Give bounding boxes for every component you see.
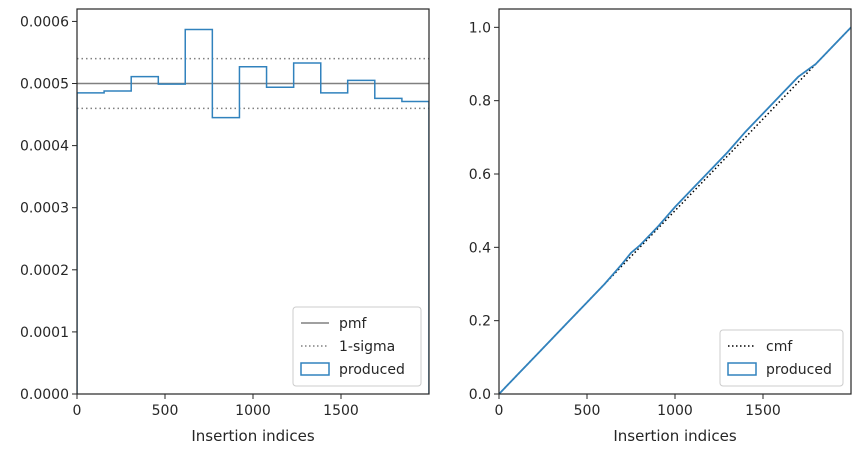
legend-label-pmf: pmf: [339, 316, 368, 332]
x-axis-label: Insertion indices: [191, 427, 314, 445]
x-tick-label: 1000: [657, 403, 693, 419]
legend-box: [719, 329, 844, 387]
plot-frame: [76, 8, 430, 395]
x-tick-label: 500: [574, 403, 601, 419]
chart-right-cmf: 0 500 1000 1500 0.0 0.2 0.4 0.6 0.8 1.0 Insertion …: [469, 8, 852, 445]
y-tick-label: 0.2: [469, 314, 491, 330]
y-tick-label: 0.0006: [20, 14, 69, 30]
x-axis-label: Insertion indices: [613, 427, 736, 445]
x-tick-label: 1000: [235, 403, 271, 419]
y-tick-label: 0.0003: [20, 201, 69, 217]
y-tick-label: 0.0004: [20, 139, 69, 155]
y-tick-label: 0.0005: [20, 77, 69, 93]
y-tick-label: 1.0: [469, 20, 491, 36]
y-tick-label: 0.0: [469, 387, 491, 403]
plot-frame: [498, 8, 852, 395]
legend-label-produced: produced: [766, 362, 832, 378]
legend-label-cmf: cmf: [766, 339, 793, 355]
y-tick-label: 0.4: [469, 240, 491, 256]
y-tick-label: 0.0002: [20, 263, 69, 279]
x-tick-label: 500: [152, 403, 179, 419]
produced-curve: [499, 26, 851, 394]
plot-area: [499, 26, 851, 394]
x-tick-label: 1500: [323, 403, 359, 419]
y-tick-label: 0.6: [469, 167, 491, 183]
x-tick-label: 0: [73, 403, 82, 419]
chart-left-pmf: 0 500 1000 1500 0.0000 0.0001 0.0002 0.0003 0.00…: [20, 8, 430, 445]
legend-swatch-produced: [727, 362, 757, 376]
x-tick-label: 0: [495, 403, 504, 419]
y-tick-label: 0.8: [469, 94, 491, 110]
plot-area: [77, 28, 429, 394]
legend-label-produced: produced: [339, 362, 405, 378]
legend-label-sigma: 1-sigma: [339, 339, 395, 355]
histogram-steps: [77, 28, 429, 394]
legend-swatch-produced: [300, 362, 330, 376]
y-tick-label: 0.0001: [20, 325, 69, 341]
x-tick-label: 1500: [745, 403, 781, 419]
y-tick-label: 0.0000: [20, 387, 69, 403]
legend-box: [292, 306, 422, 387]
